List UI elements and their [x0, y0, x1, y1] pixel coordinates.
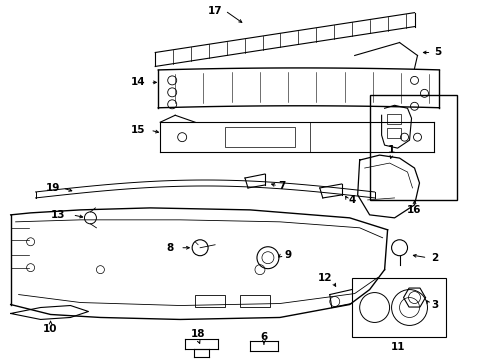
- Text: 15: 15: [131, 125, 145, 135]
- Text: 18: 18: [190, 329, 205, 339]
- Text: 14: 14: [131, 77, 145, 87]
- Bar: [386, 114, 400, 124]
- Bar: [195, 294, 224, 306]
- Text: 5: 5: [433, 48, 440, 58]
- Bar: [240, 294, 269, 306]
- Text: 1: 1: [387, 145, 394, 155]
- Bar: [369, 95, 456, 200]
- Text: 16: 16: [407, 205, 421, 215]
- Text: 7: 7: [278, 181, 285, 191]
- Text: 10: 10: [43, 324, 58, 334]
- Text: 12: 12: [317, 273, 331, 283]
- Bar: [386, 128, 400, 138]
- Text: 6: 6: [260, 332, 267, 342]
- Text: 9: 9: [284, 250, 291, 260]
- Text: 13: 13: [51, 210, 66, 220]
- Text: 2: 2: [430, 253, 437, 263]
- Text: 17: 17: [207, 6, 222, 15]
- Text: 8: 8: [166, 243, 173, 253]
- Bar: [224, 127, 294, 147]
- Text: 11: 11: [389, 342, 404, 352]
- Bar: [351, 278, 446, 337]
- Text: 4: 4: [347, 195, 355, 205]
- Text: 19: 19: [45, 183, 60, 193]
- Text: 3: 3: [430, 300, 437, 310]
